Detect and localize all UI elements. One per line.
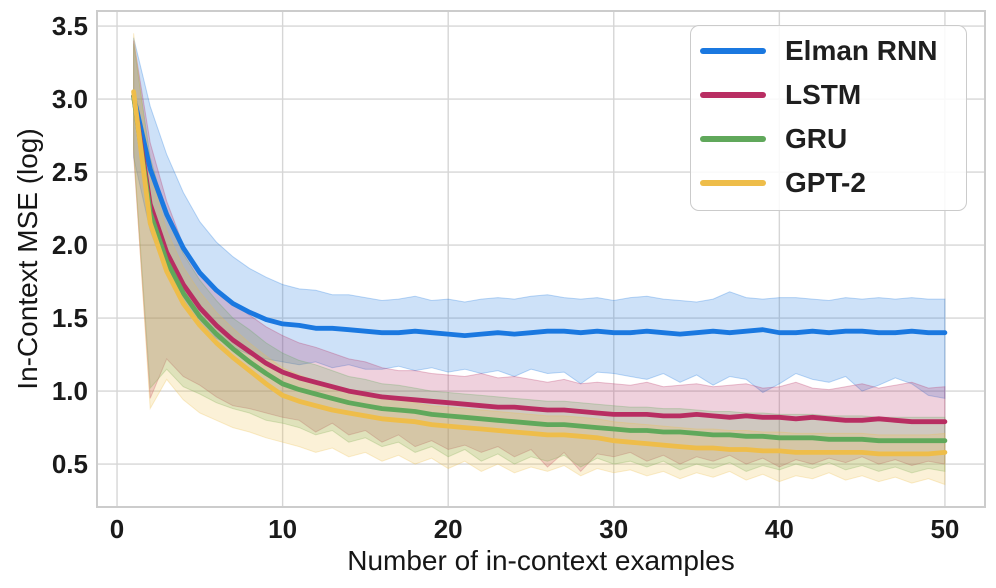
legend-label: GPT-2 — [785, 167, 866, 198]
y-tick-label-0.5: 0.5 — [52, 449, 88, 479]
legend-swatch-elman-rnn — [700, 48, 766, 54]
y-tick-label-1.5: 1.5 — [52, 303, 88, 333]
x-tick-label-20: 20 — [434, 514, 463, 544]
legend-label: Elman RNN — [785, 35, 938, 66]
series-line-lstm — [131, 93, 948, 425]
legend-item-elman-rnn: Elman RNN — [691, 29, 966, 73]
y-tick-label-3.0: 3.0 — [52, 84, 88, 114]
legend-label: LSTM — [785, 79, 862, 110]
legend-swatch-lstm — [700, 92, 766, 98]
legend: Elman RNN LSTM GRU GPT-2 — [690, 25, 967, 211]
legend-swatch-gpt-2 — [700, 180, 766, 186]
y-tick-label-3.5: 3.5 — [52, 11, 88, 41]
legend-item-gpt-2: GPT-2 — [691, 161, 966, 205]
y-tick-label-2.0: 2.0 — [52, 230, 88, 260]
confidence-band-gru — [133, 43, 946, 474]
legend-label: GRU — [785, 123, 848, 154]
series-line-gpt-2 — [131, 89, 948, 457]
x-tick-label-40: 40 — [765, 514, 794, 544]
legend-swatch-gru — [700, 136, 766, 142]
legend-item-gru: GRU — [691, 117, 966, 161]
x-axis-label: Number of in-context examples — [347, 545, 735, 576]
plot-border — [96, 10, 986, 508]
y-tick-label-1.0: 1.0 — [52, 376, 88, 406]
series-line-elman-rnn — [131, 93, 948, 338]
x-tick-label-50: 50 — [930, 514, 959, 544]
x-tick-label-30: 30 — [599, 514, 628, 544]
x-tick-label-10: 10 — [268, 514, 297, 544]
y-tick-label-2.5: 2.5 — [52, 157, 88, 187]
series-line-gru — [131, 93, 948, 444]
confidence-band-lstm — [133, 40, 946, 473]
legend-item-lstm: LSTM — [691, 73, 966, 117]
x-tick-label-0: 0 — [110, 514, 124, 544]
confidence-band-elman-rnn — [133, 37, 946, 399]
y-axis-label: In-Context MSE (log) — [12, 128, 43, 390]
